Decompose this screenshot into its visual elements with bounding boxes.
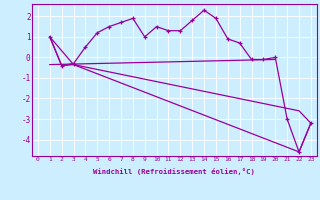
X-axis label: Windchill (Refroidissement éolien,°C): Windchill (Refroidissement éolien,°C) bbox=[93, 168, 255, 175]
